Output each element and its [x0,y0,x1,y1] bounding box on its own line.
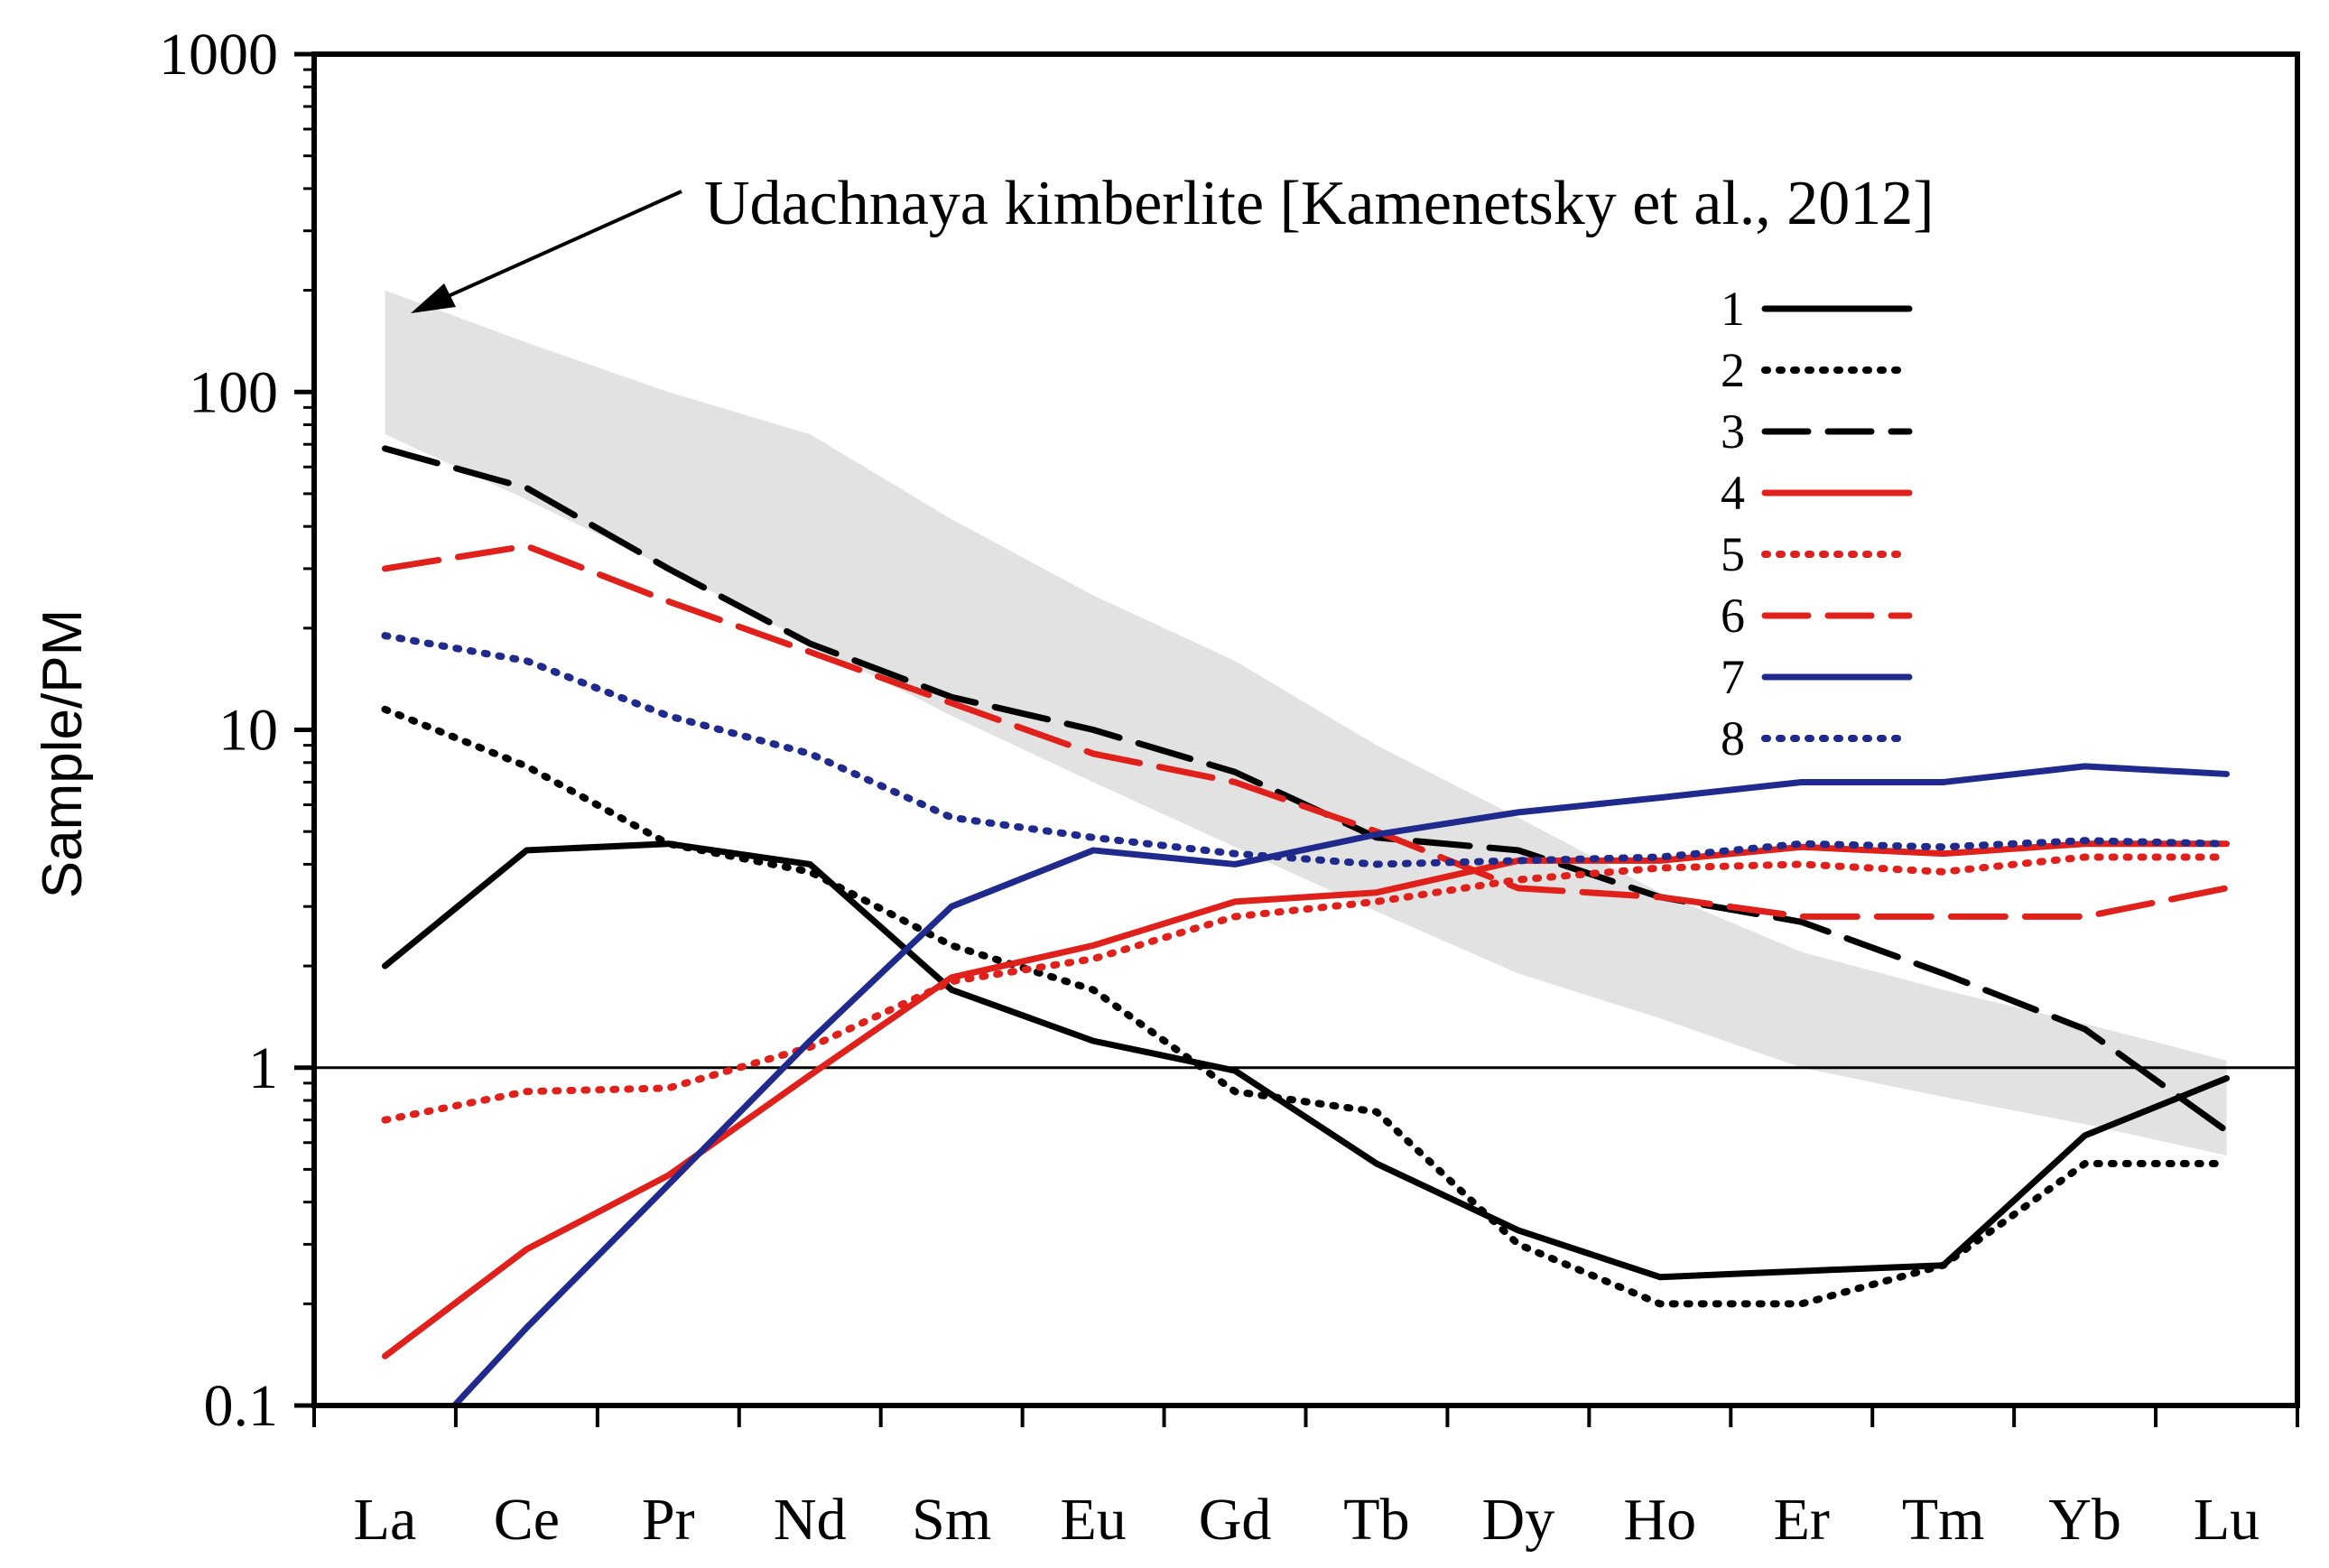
annotation-arrow-shaft [423,190,682,309]
legend-label-7: 7 [1721,650,1745,704]
y-tick-label: 0.1 [204,1373,279,1439]
x-tick-label-er: Er [1774,1487,1830,1553]
x-tick-label-tb: Tb [1343,1487,1409,1553]
series-8-line [381,632,2231,868]
legend-label-8: 8 [1721,711,1745,765]
legend-label-2: 2 [1721,343,1745,397]
x-tick-label-dy: Dy [1482,1487,1555,1553]
x-tick-label-pr: Pr [642,1487,695,1553]
y-tick-label: 1000 [159,22,278,88]
x-tick-label-gd: Gd [1199,1487,1272,1553]
x-tick-label-ce: Ce [494,1487,560,1553]
y-axis-title: Sample/PM [32,609,94,898]
x-tick-label-layer: La Ce Pr Nd Sm Eu Gd Tb Dy Ho Er Tm Yb Lu [354,1487,2260,1553]
x-tick-label-tm: Tm [1902,1487,1985,1553]
legend-label-5: 5 [1721,527,1745,581]
series-2-line [381,705,2231,1308]
y-tick-label: 100 [189,359,278,425]
legend: 1 2 3 4 5 6 7 8 [1721,282,1913,765]
x-tick-label-lu: Lu [2194,1487,2259,1553]
legend-label-3: 3 [1721,404,1745,459]
x-tick-label-ho: Ho [1623,1487,1696,1553]
y-tick-label: 10 [218,698,278,764]
axes-layer [294,51,2300,1427]
x-tick-label-yb: Yb [2048,1487,2121,1553]
kimberlite-band-layer [385,290,2227,1155]
y-tick-label-layer: 1000 100 10 1 0.1 [159,22,278,1439]
series-7-line [450,763,2231,1406]
x-tick-label-la: La [354,1487,417,1553]
y-tick-label: 1 [248,1035,278,1101]
legend-label-1: 1 [1721,282,1745,336]
kimberlite-band [385,290,2227,1155]
x-tick-label-eu: Eu [1060,1487,1126,1553]
legend-label-6: 6 [1721,589,1745,643]
series-6-line [381,543,2231,920]
x-tick-label-sm: Sm [912,1487,991,1553]
annotation-label: Udachnaya kimberlite [Kamenetsky et al.,… [704,169,1935,238]
annotation: Udachnaya kimberlite [Kamenetsky et al.,… [411,169,1935,313]
legend-label-4: 4 [1721,466,1745,520]
annotation-arrow-head [411,283,456,313]
series-5-line [381,853,2231,1124]
series-layer [381,445,2231,1406]
x-tick-label-nd: Nd [774,1487,847,1553]
